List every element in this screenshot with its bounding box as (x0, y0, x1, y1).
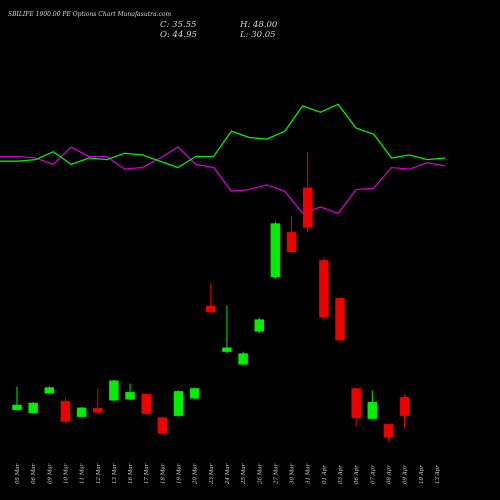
candle-body (367, 401, 378, 419)
candle-body (28, 402, 38, 413)
x-tick-label: 09 Apr (403, 465, 409, 484)
candle-body (141, 394, 151, 414)
candle-body (206, 305, 216, 313)
x-tick-label: 13 Mar (112, 463, 118, 484)
low-value: 30.05 (251, 30, 276, 40)
candle-body (93, 408, 103, 413)
x-axis-labels: 05 Mar 06 Mar 09 Mar 10 Mar 11 Mar 12 Mar 13 M… (15, 463, 441, 485)
candle-body (44, 387, 55, 394)
x-tick-label: 06 Apr (354, 465, 360, 484)
green-indicator-line (0, 103, 446, 169)
candle-body (254, 319, 264, 332)
x-tick-label: 07 Apr (370, 465, 376, 484)
x-tick-label: 25 Mar (241, 463, 247, 485)
close-value: 35.55 (172, 20, 197, 30)
candle-body (351, 388, 361, 418)
candle-body (60, 400, 71, 422)
x-tick-label: 30 Mar (290, 463, 296, 484)
magenta-indicator-line (0, 146, 446, 215)
x-tick-label: 01 Apr (322, 465, 328, 484)
x-tick-label: 10 Mar (63, 463, 69, 484)
candle-body (302, 187, 313, 228)
x-tick-label: 18 Mar (160, 463, 166, 484)
candle-body (319, 260, 329, 317)
open-label: O: 44.95 (160, 30, 197, 40)
candle-body (173, 391, 184, 416)
open-value: 44.95 (172, 30, 197, 40)
high-value: 48.00 (252, 20, 278, 30)
x-tick-label: 05 Mar (15, 463, 21, 484)
candle-body (109, 380, 119, 401)
x-tick-label: 09 Mar (47, 463, 53, 484)
candle-body (238, 353, 248, 365)
x-tick-label: 17 Mar (144, 463, 150, 484)
indicator-lines (0, 103, 446, 215)
x-tick-label: 19 Mar (177, 463, 183, 484)
candle-body (270, 223, 281, 278)
x-tick-label: 13 Apr (435, 465, 441, 484)
candle-body (76, 407, 87, 417)
candle-body (335, 298, 345, 341)
x-tick-label: 06 Mar (31, 463, 37, 484)
x-tick-label: 20 Mar (193, 463, 199, 485)
candle-body (157, 417, 168, 434)
x-tick-label: 12 Mar (96, 463, 102, 484)
x-tick-label: 26 Mar (257, 463, 263, 485)
x-tick-label: 08 Apr (386, 465, 392, 484)
close-label: C: 35.55 (160, 20, 197, 30)
x-tick-label: 24 Mar (225, 463, 231, 485)
high-label: H: 48.00 (240, 20, 278, 30)
candle-body (125, 392, 135, 400)
x-tick-label: 31 Mar (306, 463, 312, 484)
candlestick-series (12, 151, 410, 441)
x-tick-label: 16 Mar (128, 463, 134, 484)
x-tick-label: 03 Apr (338, 465, 344, 484)
candle-body (222, 347, 232, 352)
candle-body (399, 396, 410, 416)
x-tick-label: 27 Mar (273, 463, 279, 485)
candle-body (383, 424, 394, 438)
candle-body (189, 388, 200, 399)
x-tick-label: 11 Mar (80, 463, 86, 484)
low-label: L: 30.05 (240, 30, 276, 40)
x-tick-label: 10 Apr (419, 465, 425, 484)
candle-body (286, 232, 297, 252)
x-tick-label: 23 Mar (209, 463, 215, 485)
candle-body (12, 404, 22, 411)
chart-title: SBILIFE 1900.00 PE Options Chart Munafas… (8, 11, 172, 18)
